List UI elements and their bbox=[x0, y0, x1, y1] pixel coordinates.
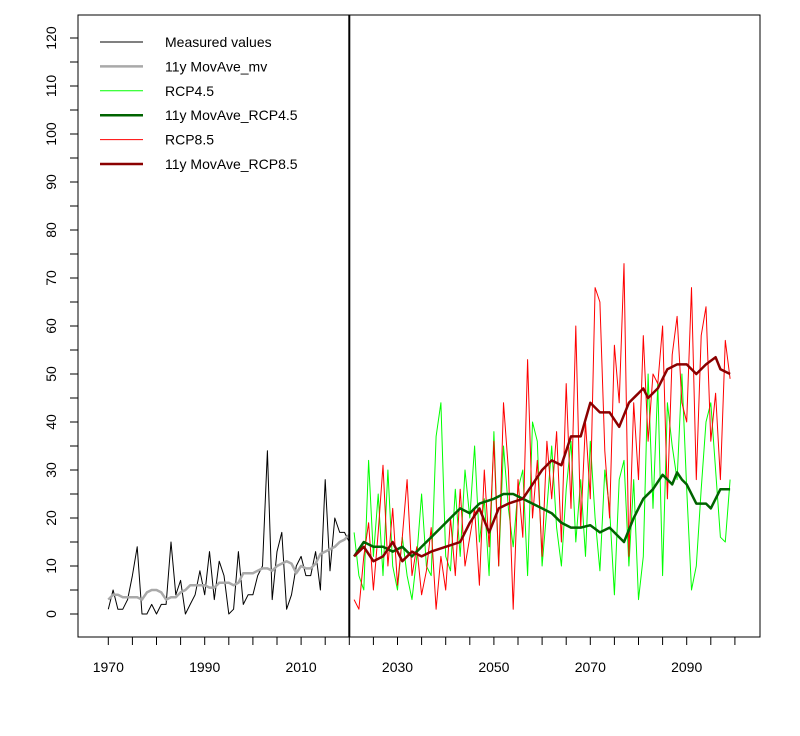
y-tick-label: 10 bbox=[43, 558, 59, 574]
x-tick-label: 2050 bbox=[478, 659, 509, 675]
x-tick-label: 1970 bbox=[93, 659, 124, 675]
y-tick-label: 20 bbox=[43, 510, 59, 526]
series-line-measured-values bbox=[107, 450, 350, 615]
axes: 1970 1990 2010 2030 2050 2070 2090010203040506… bbox=[43, 26, 736, 675]
series-line-rcp4-5 bbox=[353, 373, 731, 601]
x-tick-label: 2070 bbox=[575, 659, 606, 675]
series-line-11y-movave-rcp8-5 bbox=[353, 355, 731, 563]
legend-label: RCP4.5 bbox=[165, 83, 214, 99]
y-tick-label: 120 bbox=[43, 26, 59, 50]
y-tick-label: 50 bbox=[43, 366, 59, 382]
legend-label: Measured values bbox=[165, 34, 272, 50]
x-tick-label: 1990 bbox=[189, 659, 220, 675]
legend-label: 11y MovAve_RCP4.5 bbox=[165, 107, 298, 123]
y-tick-label: 80 bbox=[43, 222, 59, 238]
plot-frame bbox=[77, 14, 761, 638]
x-tick-label: 2090 bbox=[671, 659, 702, 675]
legend-label: RCP8.5 bbox=[165, 132, 214, 148]
y-tick-label: 60 bbox=[43, 318, 59, 334]
legend-label: 11y MovAve_mv bbox=[165, 58, 267, 74]
y-tick-label: 110 bbox=[43, 75, 59, 98]
series-layer bbox=[107, 15, 731, 637]
y-tick-label: 70 bbox=[43, 270, 59, 286]
legend: Measured values 11y MovAve_mv RCP4.5 11y Mo… bbox=[100, 34, 298, 172]
y-tick-label: 0 bbox=[43, 610, 59, 618]
y-tick-label: 30 bbox=[43, 462, 59, 478]
series-line-11y-movave-mv bbox=[107, 533, 351, 601]
x-tick-label: 2030 bbox=[382, 659, 413, 675]
legend-label: 11y MovAve_RCP8.5 bbox=[165, 156, 298, 172]
series-line-rcp8-5 bbox=[353, 263, 731, 610]
y-tick-label: 90 bbox=[43, 174, 59, 190]
y-tick-label: 40 bbox=[43, 414, 59, 430]
series-line-11y-movave-rcp4-5 bbox=[353, 471, 731, 558]
x-tick-label: 2010 bbox=[286, 659, 317, 675]
y-tick-label: 100 bbox=[43, 122, 59, 146]
